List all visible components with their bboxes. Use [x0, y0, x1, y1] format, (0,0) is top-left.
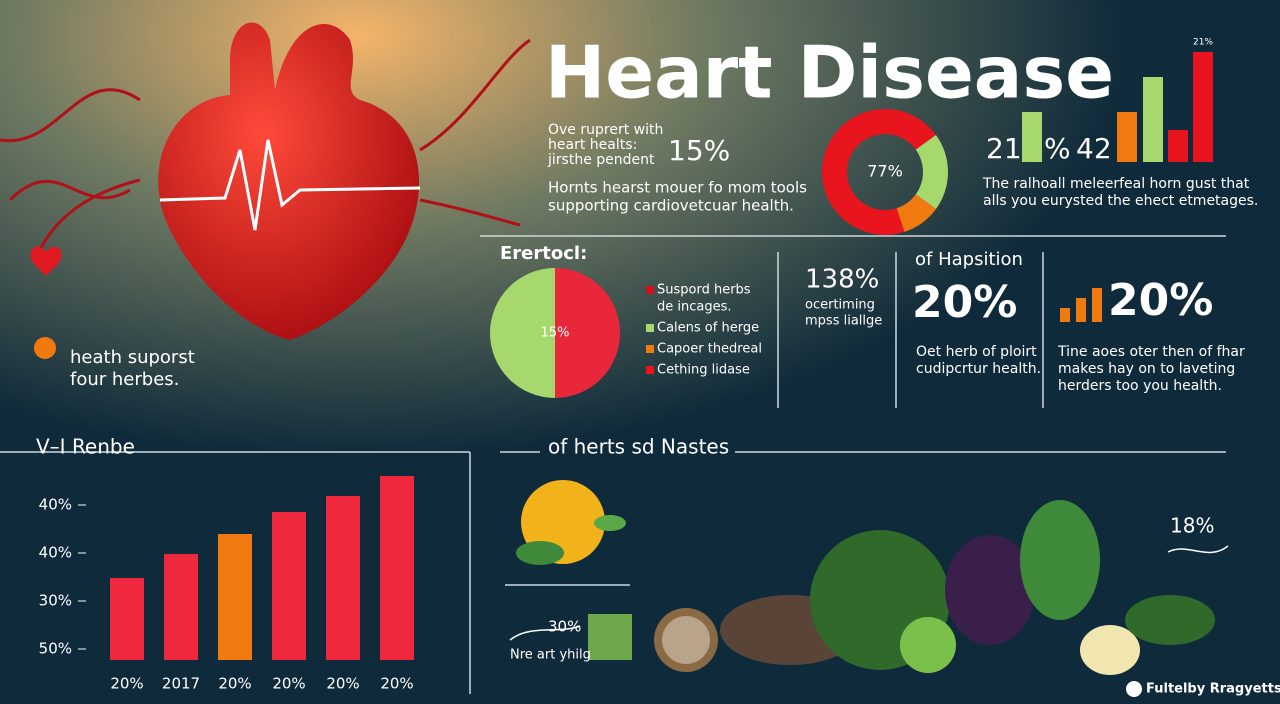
text: 40% [39, 544, 72, 562]
text: 30% [39, 592, 72, 610]
icon-bar [1076, 298, 1086, 322]
text: 40% [39, 496, 72, 514]
mini-bar [1022, 112, 1042, 162]
text: Tine aoes oter then of fhar [1057, 344, 1245, 360]
text: Suspord herbs [657, 283, 751, 298]
mini-bar [1117, 112, 1137, 162]
bar [380, 476, 414, 660]
text: 21 [986, 132, 1022, 165]
text: Hornts hearst mouer fo mom tools [548, 179, 807, 197]
text: Calens of herge [657, 321, 759, 336]
text: The ralhoall meleerfeal horn gust that [982, 176, 1250, 192]
text: 50% [39, 640, 72, 658]
text: of herts sd Nastes [548, 435, 729, 459]
text: of Hapsition [915, 249, 1023, 270]
bar [326, 496, 360, 660]
segment [555, 268, 620, 398]
mini-bar [1193, 52, 1213, 162]
mini-bar [1168, 130, 1188, 162]
text: Nre art yhilg [510, 648, 591, 663]
segment [822, 109, 936, 236]
title: Heart Disease [545, 31, 1114, 115]
text: Capoer thedreal [657, 342, 762, 357]
text: herders too you health. [1058, 378, 1222, 394]
legend-swatch [646, 324, 654, 332]
bar [272, 512, 306, 660]
vessel [0, 38, 531, 251]
text: 20% [326, 675, 359, 693]
text: heath suporst [70, 347, 195, 368]
bar [218, 534, 252, 660]
text: 138% [805, 265, 879, 295]
text: 20% [912, 277, 1017, 328]
note-dot [34, 337, 56, 359]
heart [158, 22, 420, 340]
text: alls you eurysted the ehect etmetages. [983, 193, 1258, 209]
dividers [0, 235, 1226, 694]
legend-swatch [646, 286, 654, 294]
text: % [1044, 132, 1071, 165]
text: 15% [668, 134, 730, 167]
text: Ove ruprert with [548, 122, 663, 138]
icon-bar [1060, 308, 1070, 322]
icon-bar [1092, 288, 1102, 322]
text: jirsthe pendent [547, 152, 655, 168]
text: 42 [1076, 132, 1112, 165]
text: 20% [272, 675, 305, 693]
text: 15% [541, 326, 570, 341]
bar [164, 554, 198, 660]
squiggle [1167, 545, 1229, 554]
text: Oet herb of ploirt [916, 344, 1037, 360]
text: 21% [1193, 38, 1213, 48]
text: 20% [110, 675, 143, 693]
text: makes hay on to laveting [1058, 361, 1235, 377]
segment [896, 194, 936, 232]
legend-swatch [646, 345, 654, 353]
text: 20% [380, 675, 413, 693]
segment [915, 134, 949, 210]
text: Cething lidase [657, 363, 750, 378]
small-heart [30, 246, 62, 276]
text: ocertiming [805, 298, 875, 313]
bar [110, 578, 144, 660]
text: 2017 [162, 675, 200, 693]
text: 30% [548, 618, 581, 636]
text: mpss liallge [805, 314, 882, 329]
text: Fultelby Rragyetts [1146, 682, 1280, 697]
logo [1126, 681, 1142, 697]
squiggle [509, 625, 581, 641]
mini-bar [1143, 77, 1163, 162]
text: supporting cardiovetcuar health. [548, 197, 794, 215]
text: cudipcrtur health. [916, 361, 1041, 377]
text: 77% [867, 162, 903, 181]
text: V–I Renbe [36, 435, 135, 459]
text: heart healts: [548, 137, 637, 153]
segment [490, 268, 555, 398]
text: 20% [1108, 275, 1213, 326]
herbs-illustration [516, 480, 1215, 675]
text: 20% [218, 675, 251, 693]
text: de incages. [657, 300, 732, 315]
text: 18% [1170, 514, 1214, 538]
ecg-line [159, 139, 421, 231]
text: Erertocl: [500, 243, 587, 264]
legend-swatch [646, 366, 654, 374]
text: four herbes. [70, 369, 179, 390]
